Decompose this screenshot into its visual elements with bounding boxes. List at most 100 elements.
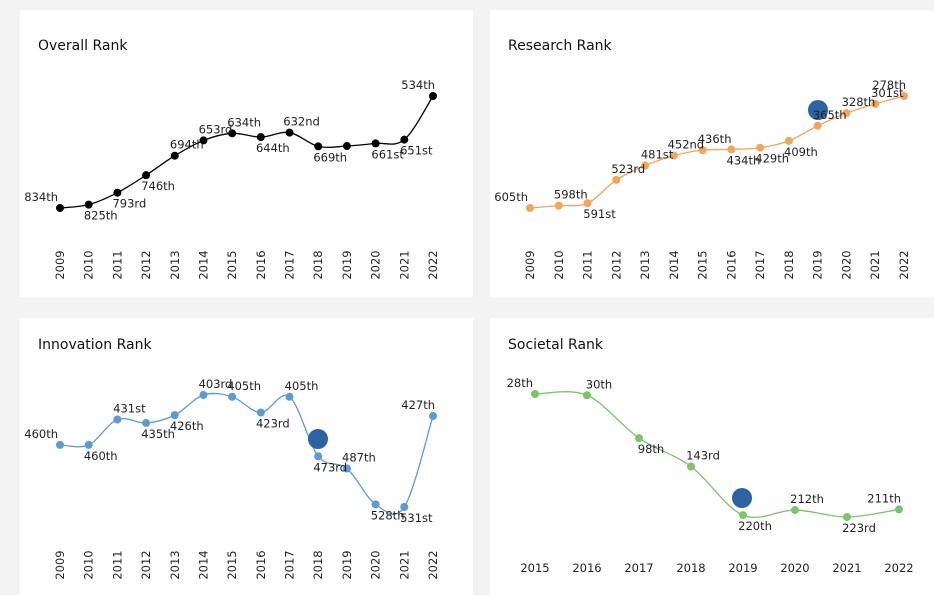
point — [113, 188, 122, 197]
data-label: 423rd — [256, 417, 290, 431]
highlight-dot — [808, 100, 828, 120]
point — [142, 419, 151, 427]
x-tick-label: 2012 — [609, 250, 623, 279]
x-tick-label: 2015 — [520, 561, 549, 575]
x-tick-label: 2009 — [523, 250, 537, 279]
x-tick-label: 2018 — [782, 250, 796, 279]
point — [199, 391, 208, 399]
x-tick-label: 2016 — [254, 250, 268, 279]
data-label: 644th — [256, 141, 290, 155]
point — [285, 392, 294, 401]
point — [228, 129, 237, 138]
x-tick-label: 2012 — [139, 250, 153, 279]
x-tick-label: 2022 — [426, 250, 440, 279]
x-tick-label: 2013 — [168, 250, 182, 279]
data-label: 523rd — [611, 162, 645, 176]
data-label: 28th — [507, 376, 533, 390]
x-tick-label: 2009 — [53, 250, 67, 279]
x-tick-label: 2009 — [53, 550, 67, 579]
point — [429, 412, 437, 420]
x-tick-label: 2010 — [82, 550, 96, 579]
x-tick-label: 2017 — [283, 550, 297, 579]
data-label: 534th — [401, 78, 435, 92]
data-label: 429th — [755, 152, 789, 166]
x-tick-label: 2019 — [728, 561, 757, 575]
data-label: 460th — [84, 449, 118, 463]
point — [84, 200, 93, 209]
x-tick-label: 2022 — [426, 550, 440, 579]
panel — [20, 318, 473, 595]
data-label: 653rd — [199, 122, 233, 136]
data-label: 278th — [872, 78, 906, 92]
x-tick-label: 2015 — [225, 550, 239, 579]
point — [56, 204, 64, 212]
data-label: 211th — [867, 491, 901, 505]
point — [371, 500, 380, 509]
point — [285, 128, 294, 137]
data-label: 405th — [285, 379, 319, 393]
data-label: 403rd — [199, 377, 233, 391]
point — [900, 92, 908, 100]
data-label: 436th — [698, 132, 732, 146]
panel — [20, 10, 473, 297]
point — [56, 440, 64, 449]
highlight-dot — [732, 488, 752, 508]
x-tick-label: 2011 — [581, 250, 595, 279]
x-tick-label: 2013 — [168, 550, 182, 579]
x-tick-label: 2020 — [780, 561, 809, 575]
point — [256, 133, 265, 142]
x-tick-label: 2022 — [884, 561, 913, 575]
point — [756, 143, 765, 152]
chart-title: Societal Rank — [508, 337, 604, 353]
point — [791, 506, 799, 515]
data-label: 460th — [24, 427, 58, 441]
x-tick-label: 2014 — [667, 250, 681, 279]
point — [342, 464, 351, 473]
point — [687, 462, 695, 471]
point — [526, 204, 534, 212]
data-label: 223rd — [842, 521, 876, 535]
chart-title: Research Rank — [508, 38, 613, 54]
panel — [490, 10, 934, 297]
data-label: 651st — [400, 144, 433, 158]
point — [170, 151, 179, 160]
x-tick-label: 2015 — [696, 250, 710, 279]
point — [314, 142, 323, 151]
data-label: 452nd — [668, 138, 705, 152]
point — [895, 505, 903, 514]
data-label: 328th — [842, 95, 876, 109]
x-tick-label: 2012 — [139, 550, 153, 579]
data-label: 427th — [401, 398, 435, 412]
point — [342, 142, 351, 151]
data-label: 212th — [790, 492, 824, 506]
x-tick-label: 2011 — [110, 550, 124, 579]
data-label: 669th — [313, 150, 347, 164]
x-tick-label: 2021 — [397, 250, 411, 279]
point — [531, 390, 539, 398]
x-tick-label: 2017 — [753, 250, 767, 279]
data-label: 487th — [342, 451, 376, 465]
data-label: 632nd — [283, 115, 320, 129]
x-tick-label: 2019 — [340, 550, 354, 579]
x-tick-label: 2018 — [311, 250, 325, 279]
point — [727, 145, 736, 154]
data-label: 365th — [813, 108, 847, 122]
point — [142, 171, 151, 180]
point — [871, 99, 880, 108]
x-tick-label: 2019 — [811, 250, 825, 279]
point — [84, 440, 93, 449]
point — [554, 201, 563, 210]
x-tick-label: 2022 — [897, 250, 911, 279]
point — [314, 452, 323, 461]
x-tick-label: 2020 — [839, 250, 853, 279]
data-label: 98th — [638, 442, 664, 456]
point — [843, 513, 851, 521]
x-tick-label: 2014 — [196, 550, 210, 579]
data-label: 434th — [727, 153, 761, 167]
highlight-dot — [308, 429, 328, 449]
data-label: 426th — [170, 419, 204, 433]
x-tick-label: 2015 — [225, 250, 239, 279]
x-tick-label: 2010 — [552, 250, 566, 279]
data-label: 661st — [371, 147, 404, 161]
